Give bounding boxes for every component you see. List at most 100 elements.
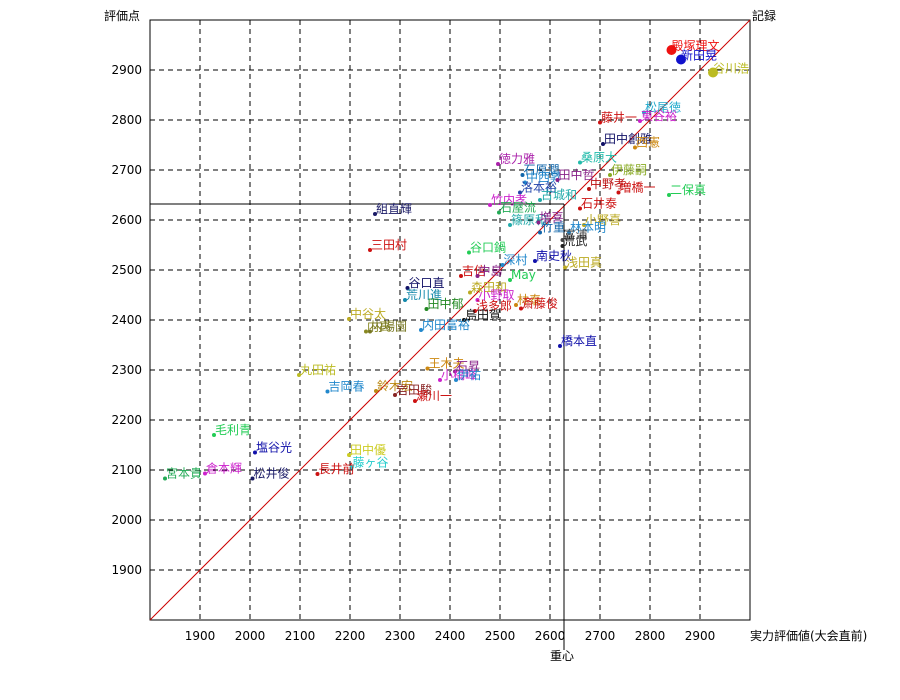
data-point [563, 265, 567, 270]
data-point [638, 119, 642, 123]
data-point [578, 206, 582, 211]
point-label: 内場園 [371, 320, 407, 334]
data-point [667, 193, 671, 197]
x-tick-label: 2400 [435, 629, 466, 643]
data-point [496, 162, 500, 166]
point-label: 古城和 [541, 187, 577, 202]
point-label: 洛本裕 [521, 180, 557, 195]
point-label: 石昇 [456, 360, 480, 374]
point-label: 石井泰 [581, 197, 617, 211]
point-label: 二保真 [670, 183, 706, 197]
point-label: 瀬川一 [416, 389, 452, 403]
y-tick-label: 1900 [111, 563, 142, 577]
point-label: 石原潤 [524, 163, 560, 177]
data-point [374, 389, 378, 393]
data-point [633, 145, 637, 150]
data-point [413, 399, 417, 403]
data-point [212, 433, 216, 437]
point-label: 内田富裕 [422, 317, 470, 332]
point-label: 組直輝 [376, 202, 412, 216]
data-point [520, 173, 525, 177]
y-tick-label: 2400 [111, 313, 142, 327]
point-label: 林泰 [517, 293, 541, 307]
point-label: 深村 [504, 253, 528, 267]
point-label: 林本明 [570, 221, 606, 235]
data-point [368, 329, 372, 334]
point-label: 長井前 [319, 461, 355, 476]
y-tick-label: 2200 [111, 413, 142, 427]
point-label: 富浦 [564, 227, 588, 242]
point-label: 殿塚理文 [672, 38, 720, 53]
y-tick-label: 2000 [111, 513, 142, 527]
data-point [250, 476, 255, 481]
point-label: 中島 [479, 263, 503, 278]
point-label: 松井俊 [254, 466, 290, 481]
point-label: 増喜 [540, 211, 564, 225]
data-point [497, 210, 501, 215]
data-point [405, 286, 410, 290]
point-label: 吉信 [462, 264, 486, 278]
data-point [393, 393, 397, 397]
data-point [467, 250, 471, 255]
point-label: 毛利青 [215, 423, 251, 437]
data-point [297, 373, 301, 377]
data-point [608, 173, 612, 177]
x-tick-label: 2100 [285, 629, 316, 643]
point-label: 浅多郎 [476, 299, 512, 313]
data-point [373, 212, 377, 216]
data-point [349, 465, 354, 470]
point-label: 石屋流 [500, 201, 536, 215]
data-point [325, 389, 330, 394]
point-label: 橋本直 [561, 334, 597, 348]
point-label: 徳力雅 [499, 151, 535, 166]
data-point [203, 471, 207, 476]
y-tick-label: 2300 [111, 363, 142, 377]
point-label: 谷川浩 [713, 62, 749, 76]
point-label: 竹重 [541, 221, 565, 235]
data-point [616, 190, 621, 195]
point-label: 田中郁 [428, 296, 464, 311]
point-label: 田中優 [350, 442, 386, 457]
data-point [508, 278, 512, 282]
data-point [500, 263, 505, 267]
data-point [538, 230, 542, 235]
point-label: 新田晃 [681, 48, 717, 63]
point-label: 斎藤俊 [522, 296, 558, 311]
data-point [708, 67, 718, 78]
point-label: 田中哲 [559, 167, 595, 182]
y-tick-label: 2500 [111, 263, 142, 277]
data-point [508, 223, 512, 227]
data-point [347, 453, 351, 457]
top-right-label: 記録 [752, 8, 776, 23]
point-label: 荒川進 [406, 288, 442, 302]
data-point [438, 378, 442, 382]
x-tick-label: 2200 [335, 629, 366, 643]
identity-diagonal-line [149, 19, 751, 621]
data-point [368, 248, 372, 252]
y-tick-label: 2700 [111, 163, 142, 177]
y-axis-title: 評価点 [104, 8, 140, 23]
x-tick-label: 1900 [185, 629, 216, 643]
point-label: 南史秋 [536, 248, 572, 263]
point-label: 藤ヶ谷 [353, 456, 389, 470]
point-label: 丸田祐 [300, 363, 336, 377]
data-point [582, 223, 586, 227]
data-point [459, 274, 463, 278]
data-point [555, 178, 560, 182]
data-point [462, 318, 466, 322]
data-point [666, 45, 677, 55]
data-point [519, 306, 523, 311]
data-point [514, 303, 518, 307]
data-point [453, 369, 457, 374]
point-label: 伊祐 [457, 368, 481, 382]
data-point [518, 190, 522, 195]
point-label: 竹内孝 [491, 193, 527, 207]
data-point [419, 328, 423, 332]
point-label: 小野取 [479, 288, 515, 302]
point-label: 小野喜 [585, 213, 621, 227]
point-label: 浅田真 [566, 256, 602, 270]
data-point [587, 187, 591, 191]
point-label: 伊藤嗣 [611, 163, 647, 177]
point-label: 塩谷光 [256, 440, 292, 455]
